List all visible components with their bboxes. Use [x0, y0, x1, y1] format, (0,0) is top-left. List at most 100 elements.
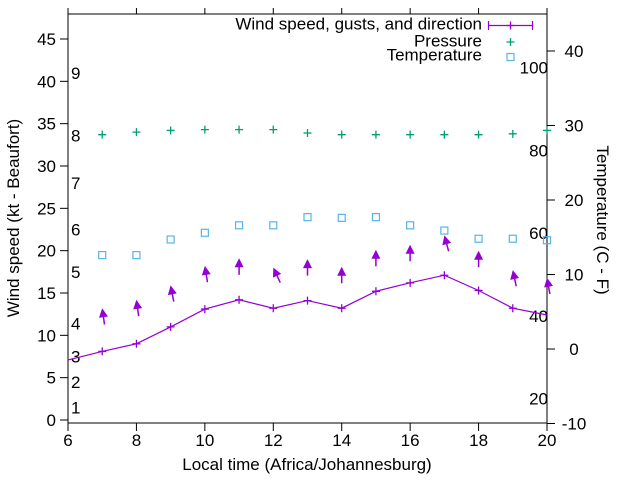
y-left-tick-label: 15: [37, 284, 56, 303]
arrow-head-icon: [167, 285, 177, 296]
beaufort-scale-label: 9: [71, 64, 80, 83]
temperature-marker: [132, 251, 141, 260]
arrow-head-icon: [201, 265, 211, 276]
arrow-stem: [275, 273, 281, 283]
temperature-marker: [371, 213, 381, 222]
wind-speed-marker: [98, 347, 107, 356]
temperature-marker: [474, 234, 483, 243]
legend-wind-sample-marker: [506, 21, 515, 30]
fahrenheit-scale-label: 20: [529, 390, 548, 409]
wind-speed-marker: [235, 295, 244, 304]
beaufort-scale-label: 8: [71, 127, 80, 146]
y-right-tick-label: 0: [569, 340, 578, 359]
pressure-marker: [132, 128, 141, 137]
y-left-tick-label: 30: [37, 157, 56, 176]
pressure-marker: [235, 125, 244, 134]
temperature-marker: [166, 235, 175, 244]
x-tick-label: 20: [538, 431, 557, 450]
fahrenheit-scale-label: 40: [529, 307, 548, 326]
arrow-head-icon: [337, 266, 347, 276]
pressure-marker: [337, 130, 346, 139]
pressure-marker: [166, 126, 175, 135]
arrow-stem: [102, 315, 106, 325]
wind-direction-arrow: [234, 258, 244, 275]
temperature-marker: [337, 213, 346, 222]
wind-direction-arrow: [303, 259, 312, 276]
pressure-marker: [474, 130, 483, 139]
wind-speed-marker: [166, 322, 175, 331]
legend-pressure-sample-marker: [506, 38, 515, 46]
temperature-marker: [508, 234, 517, 243]
fahrenheit-scale-label: 100: [520, 59, 548, 78]
scale-inside-labels: 1 2 3 4 5 6 7 8 9 20 40 60 80 100: [71, 59, 548, 418]
temperature-marker: [98, 251, 107, 260]
y-right-tick-label: 30: [565, 117, 584, 136]
x-tick-label: 12: [264, 431, 283, 450]
x-tick-label: 18: [469, 431, 488, 450]
axis-ticks: [60, 8, 555, 431]
legend-label-wind: Wind speed, gusts, and direction: [235, 15, 482, 34]
arrow-head-icon: [234, 258, 244, 268]
wind-speed-marker: [337, 304, 346, 313]
temperature-marker: [269, 221, 278, 230]
wind-speed-marker: [440, 271, 449, 280]
plot-border: [67, 13, 548, 424]
pressure-marker: [508, 129, 517, 138]
legend-label-temperature: Temperature: [387, 46, 482, 65]
pressure-marker: [98, 130, 107, 139]
wind-speed-line: [67, 274, 548, 361]
wind-direction-arrow: [273, 267, 282, 283]
x-tick-label: 8: [132, 431, 141, 450]
beaufort-scale-label: 1: [71, 398, 80, 417]
y-right-axis-title: Temperature (C - F): [593, 145, 612, 294]
y-left-tick-label: 5: [47, 369, 56, 388]
wind-direction-arrow: [371, 249, 381, 267]
temperature-marker: [234, 221, 244, 230]
data-series: [67, 125, 553, 361]
beaufort-scale-label: 3: [71, 348, 80, 367]
x-tick-label: 6: [63, 431, 72, 450]
beaufort-scale-label: 4: [71, 314, 80, 333]
wind-speed-marker: [406, 278, 415, 287]
wind-direction-arrow: [544, 277, 553, 295]
wind-direction-arrow: [510, 270, 520, 287]
arrow-stem: [136, 306, 140, 317]
arrow-head-icon: [405, 244, 415, 254]
y-left-tick-label: 25: [37, 199, 56, 218]
wind-direction-arrow: [133, 299, 143, 317]
arrow-head-icon: [474, 250, 484, 260]
legend-temperature-sample-marker: [506, 52, 515, 62]
beaufort-scale-label: 5: [71, 263, 80, 282]
wind-direction-arrow: [442, 235, 452, 252]
y-left-tick-label: 20: [37, 242, 56, 261]
beaufort-scale-label: 2: [71, 373, 80, 392]
wind-direction-arrow: [474, 250, 484, 268]
y-left-tick-label: 40: [37, 72, 56, 91]
wind-direction-arrow: [405, 244, 415, 262]
beaufort-scale-label: 6: [71, 221, 80, 240]
fahrenheit-scale-label: 60: [529, 224, 548, 243]
y-right-tick-label: -10: [562, 415, 587, 434]
beaufort-scale-label: 7: [71, 174, 80, 193]
pressure-marker: [303, 128, 312, 137]
arrow-head-icon: [510, 270, 520, 280]
pressure-marker: [440, 130, 449, 139]
wind-speed-marker: [371, 287, 380, 296]
arrow-head-icon: [544, 277, 553, 288]
arrow-head-icon: [303, 259, 312, 269]
legend-marker-samples: [487, 21, 534, 62]
y-left-axis-title: Wind speed (kt - Beaufort): [4, 119, 23, 317]
temperature-marker: [200, 228, 209, 237]
y-left-tick-label: 45: [37, 30, 56, 49]
wind-direction-arrow: [201, 265, 211, 283]
fahrenheit-scale-label: 80: [529, 141, 548, 160]
pressure-marker: [406, 130, 415, 139]
axis-tick-labels: 6 8 10 12 14 16 18 20051015202530354045-1001020…: [37, 30, 586, 450]
wind-speed-marker: [303, 296, 312, 305]
arrow-stem: [171, 292, 175, 302]
arrow-head-icon: [133, 299, 143, 310]
arrow-head-icon: [273, 267, 282, 278]
wind-speed-marker: [474, 286, 483, 295]
y-right-tick-label: 10: [565, 266, 584, 285]
